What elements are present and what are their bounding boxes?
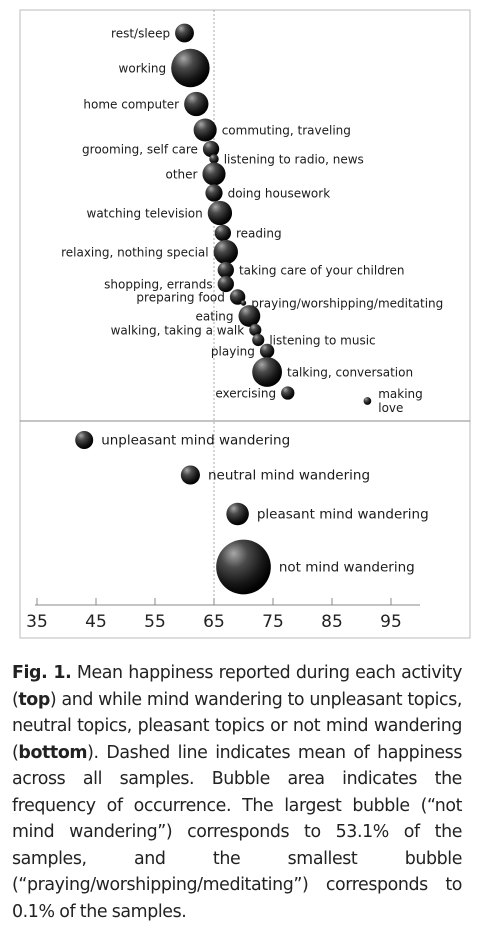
bubble-listening-to-radio-news: [209, 154, 219, 164]
label-watching-television: watching television: [87, 207, 203, 221]
caption-bold-top: top: [18, 689, 50, 710]
label-playing: playing: [211, 345, 255, 359]
bubble-listening-to-music: [252, 333, 265, 347]
caption-text-3: ). Dashed line indicates mean of happine…: [12, 742, 462, 922]
label-commuting-traveling: commuting, traveling: [222, 124, 351, 138]
label-listening-to-music: listening to music: [269, 334, 375, 348]
bubble-taking-care-of-your-children: [217, 261, 234, 279]
caption-text-1: Mean happiness reported during each acti…: [12, 663, 462, 710]
label-shopping-errands: shopping, errands: [104, 278, 213, 292]
bubble-not-mind-wandering: [216, 539, 271, 595]
bubble-home-computer: [184, 91, 209, 117]
label-relaxing-nothing-special: relaxing, nothing special: [61, 246, 209, 260]
top-panel-bubbles: rest/sleep working home computer commuting,…: [61, 23, 443, 415]
bubble-grooming-self-care: [202, 140, 220, 158]
bubble-walking-taking-a-walk: [249, 323, 262, 337]
label-neutral-mind-wandering: neutral mind wandering: [208, 468, 370, 484]
x-tick-label-75: 75: [262, 612, 284, 632]
bubble-watching-television: [207, 200, 233, 226]
label-talking-conversation: talking, conversation: [287, 366, 413, 380]
label-eating: eating: [196, 310, 234, 324]
bubble-eating: [238, 305, 261, 327]
figure-caption: Fig. 1. Mean happiness reported during e…: [12, 660, 462, 925]
label-pleasant-mind-wandering: pleasant mind wandering: [257, 507, 429, 523]
label-exercising: exercising: [215, 387, 276, 401]
label-walking-taking-a-walk: walking, taking a walk: [111, 324, 245, 338]
label-doing-housework: doing housework: [228, 187, 331, 201]
bubble-other: [202, 162, 226, 186]
bubble-reading: [214, 224, 232, 242]
label-preparing-food: preparing food: [136, 291, 224, 305]
bubble-commuting-traveling: [193, 118, 217, 142]
caption-bold-bottom: bottom: [18, 742, 88, 763]
label-rest-sleep: rest/sleep: [111, 27, 170, 41]
bubble-preparing-food: [229, 289, 246, 305]
label-praying-worshipping-meditating: praying/worshipping/meditating: [251, 297, 443, 311]
label-listening-to-radio-news: listening to radio, news: [224, 153, 364, 167]
label-making-love: making love: [378, 387, 423, 415]
bubble-neutral-mind-wandering: [180, 465, 200, 485]
bubble-unpleasant-mind-wandering: [75, 431, 94, 449]
bubble-shopping-errands: [217, 275, 234, 293]
x-axis: 35 45 55 65 75 85 95: [26, 598, 402, 632]
bubble-praying-worshipping-meditating: [240, 300, 247, 306]
bubble-pleasant-mind-wandering: [226, 502, 249, 526]
label-other: other: [165, 168, 197, 182]
label-taking-care-of-your-children: taking care of your children: [239, 264, 405, 278]
bubble-chart: 35 45 55 65 75 85 95 rest/sleep working home com…: [19, 9, 471, 639]
x-tick-label-35: 35: [26, 612, 48, 632]
caption-text-2: ) and while mind wandering to unpleasant…: [12, 689, 462, 763]
figure-label: Fig. 1.: [12, 663, 72, 683]
x-tick-label-45: 45: [85, 612, 107, 632]
bubble-playing: [259, 343, 275, 359]
bubble-rest-sleep: [175, 23, 194, 43]
bottom-panel-bubbles: unpleasant mind wandering neutral mind wa…: [75, 431, 429, 595]
bubble-relaxing-nothing-special: [213, 239, 238, 265]
bubble-working: [171, 48, 210, 88]
bubble-talking-conversation: [252, 357, 282, 387]
label-working: working: [119, 62, 167, 76]
bubble-exercising: [281, 386, 295, 400]
label-home-computer: home computer: [83, 98, 179, 112]
label-reading: reading: [236, 227, 282, 241]
x-tick-label-55: 55: [144, 612, 166, 632]
label-unpleasant-mind-wandering: unpleasant mind wandering: [101, 433, 290, 449]
bubble-doing-housework: [205, 184, 223, 202]
x-tick-label-85: 85: [321, 612, 343, 632]
label-not-mind-wandering: not mind wandering: [279, 560, 415, 576]
x-tick-label-95: 95: [380, 612, 402, 632]
bubble-making-love: [363, 397, 372, 405]
x-tick-label-65: 65: [203, 612, 225, 632]
label-grooming-self-care: grooming, self care: [82, 143, 198, 157]
